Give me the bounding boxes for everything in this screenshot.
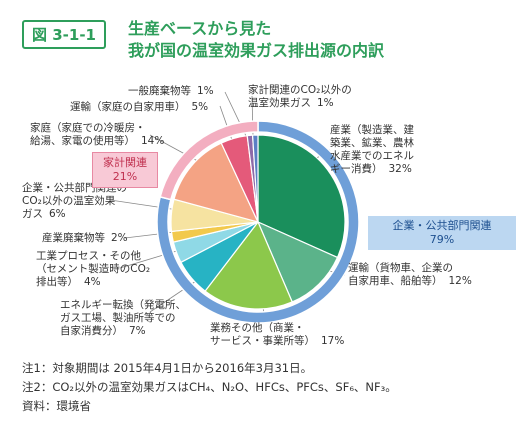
slice-label: エネルギー転換（発電所、 ガス工場、製油所等での 自家消費分） 7%	[60, 299, 186, 338]
slice-category: 産業廃棄物等	[42, 232, 105, 244]
slice-category: 一般廃棄物等	[128, 85, 191, 97]
outer-value: 21%	[112, 170, 138, 183]
pie-slice	[257, 134, 346, 259]
slice-value: 14%	[141, 135, 165, 147]
slice-value: 32%	[388, 163, 412, 175]
slice-label: 家庭（家庭での冷暖房・ 給湯、家電の使用等） 14%	[30, 122, 164, 148]
slice-value: 4%	[84, 276, 101, 288]
outer-value: 79%	[429, 233, 455, 246]
pie-slice	[173, 142, 260, 223]
slice-value: 1%	[317, 97, 334, 109]
outer-category: 企業・公共部門関連	[392, 219, 492, 232]
slice-label: 家計関連のCO₂以外の 温室効果ガス 1%	[248, 84, 352, 110]
outer-label: 企業・公共部門関連 79%	[368, 216, 516, 250]
figure-label: 図 3-1-1	[22, 20, 106, 49]
pie-slice	[251, 134, 259, 223]
slice-category: 産業（製造業、建 築業、鉱業、農林 水産業でのエネル ギー消費）	[330, 124, 414, 175]
chart-title: 生産ベースから見た 我が国の温室効果ガス排出源の内訳	[128, 19, 385, 60]
pie-slice	[204, 220, 294, 310]
outer-slice	[159, 120, 259, 201]
slice-label: 産業（製造業、建 築業、鉱業、農林 水産業でのエネル ギー消費） 32%	[330, 124, 414, 176]
slice-label: 業務その他（商業・ サービス・事業所等） 17%	[210, 322, 344, 348]
slice-value: 5%	[191, 101, 209, 113]
note: 資料：環境省	[22, 399, 91, 413]
slice-value: 12%	[448, 275, 472, 287]
outer-category: 家計関連	[103, 156, 147, 169]
slice-label: 運輸（貨物車、企業の 自家用車、船舶等） 12%	[348, 262, 472, 288]
slice-value: 6%	[49, 208, 66, 220]
slice-value: 7%	[129, 325, 146, 337]
slice-category: エネルギー転換（発電所、 ガス工場、製油所等での 自家消費分）	[60, 299, 186, 337]
slice-category: 業務その他（商業・ サービス・事業所等）	[210, 322, 315, 347]
slice-value: 2%	[111, 232, 128, 244]
slice-category: 運輸（貨物車、企業の 自家用車、船舶等）	[348, 262, 453, 287]
outer-label: 家計関連 21%	[92, 152, 158, 188]
slice-category: 家計関連のCO₂以外の 温室効果ガス	[248, 84, 352, 109]
slice-value: 1%	[197, 85, 214, 97]
pie-slice	[256, 220, 339, 303]
slice-label: 運輸（家庭の自家用車） 5%	[70, 101, 208, 114]
slice-label: 工業プロセス・その他 （セメント製造時のCO₂ 排出等） 4%	[36, 250, 150, 289]
slice-label: 一般廃棄物等 1%	[128, 85, 214, 98]
slice-category: 家庭（家庭での冷暖房・ 給湯、家電の使用等）	[30, 122, 146, 147]
slice-category: 運輸（家庭の自家用車）	[70, 101, 186, 113]
slice-label: 産業廃棄物等 2%	[42, 232, 128, 245]
slice-category: 工業プロセス・その他 （セメント製造時のCO₂ 排出等）	[36, 250, 151, 288]
note: 注2：CO₂以外の温室効果ガスはCH₄、N₂O、HFCs、PFCs、SF₆、NF…	[22, 380, 397, 394]
note: 注1：対象期間は 2015年4月1日から2016年3月31日。	[22, 361, 313, 375]
slice-value: 17%	[321, 335, 345, 347]
